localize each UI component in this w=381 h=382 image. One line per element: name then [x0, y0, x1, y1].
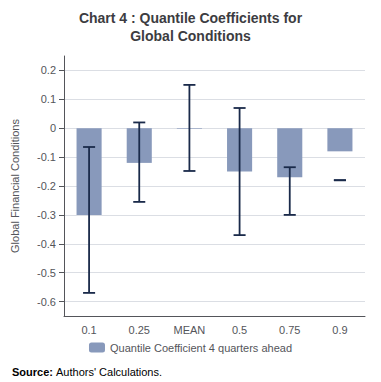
svg-text:-0.5: -0.5	[37, 267, 56, 279]
svg-text:0.5: 0.5	[232, 324, 247, 336]
svg-text:Chart 4 : Quantile Coefficient: Chart 4 : Quantile Coefficients for	[79, 10, 303, 26]
svg-text:MEAN: MEAN	[174, 324, 206, 336]
svg-text:0.1: 0.1	[41, 93, 56, 105]
svg-text:0.75: 0.75	[279, 324, 300, 336]
svg-text:-0.6: -0.6	[37, 296, 56, 308]
svg-text:-0.1: -0.1	[37, 151, 56, 163]
svg-text:0: 0	[50, 122, 56, 134]
svg-text:Global Financial Conditions: Global Financial Conditions	[9, 119, 21, 253]
svg-text:-0.3: -0.3	[37, 209, 56, 221]
svg-text:Quantile Coefficient 4 quarter: Quantile Coefficient 4 quarters ahead	[110, 342, 292, 354]
svg-text:Global Conditions: Global Conditions	[130, 28, 251, 44]
svg-text:-0.2: -0.2	[37, 180, 56, 192]
svg-text:0.9: 0.9	[332, 324, 347, 336]
svg-text:-0.4: -0.4	[37, 238, 56, 250]
svg-text:Authors' Calculations.: Authors' Calculations.	[56, 366, 162, 378]
svg-text:0.25: 0.25	[129, 324, 150, 336]
svg-text:0.2: 0.2	[41, 64, 56, 76]
svg-text:Source:: Source:	[12, 366, 53, 378]
svg-text:0.1: 0.1	[81, 324, 96, 336]
